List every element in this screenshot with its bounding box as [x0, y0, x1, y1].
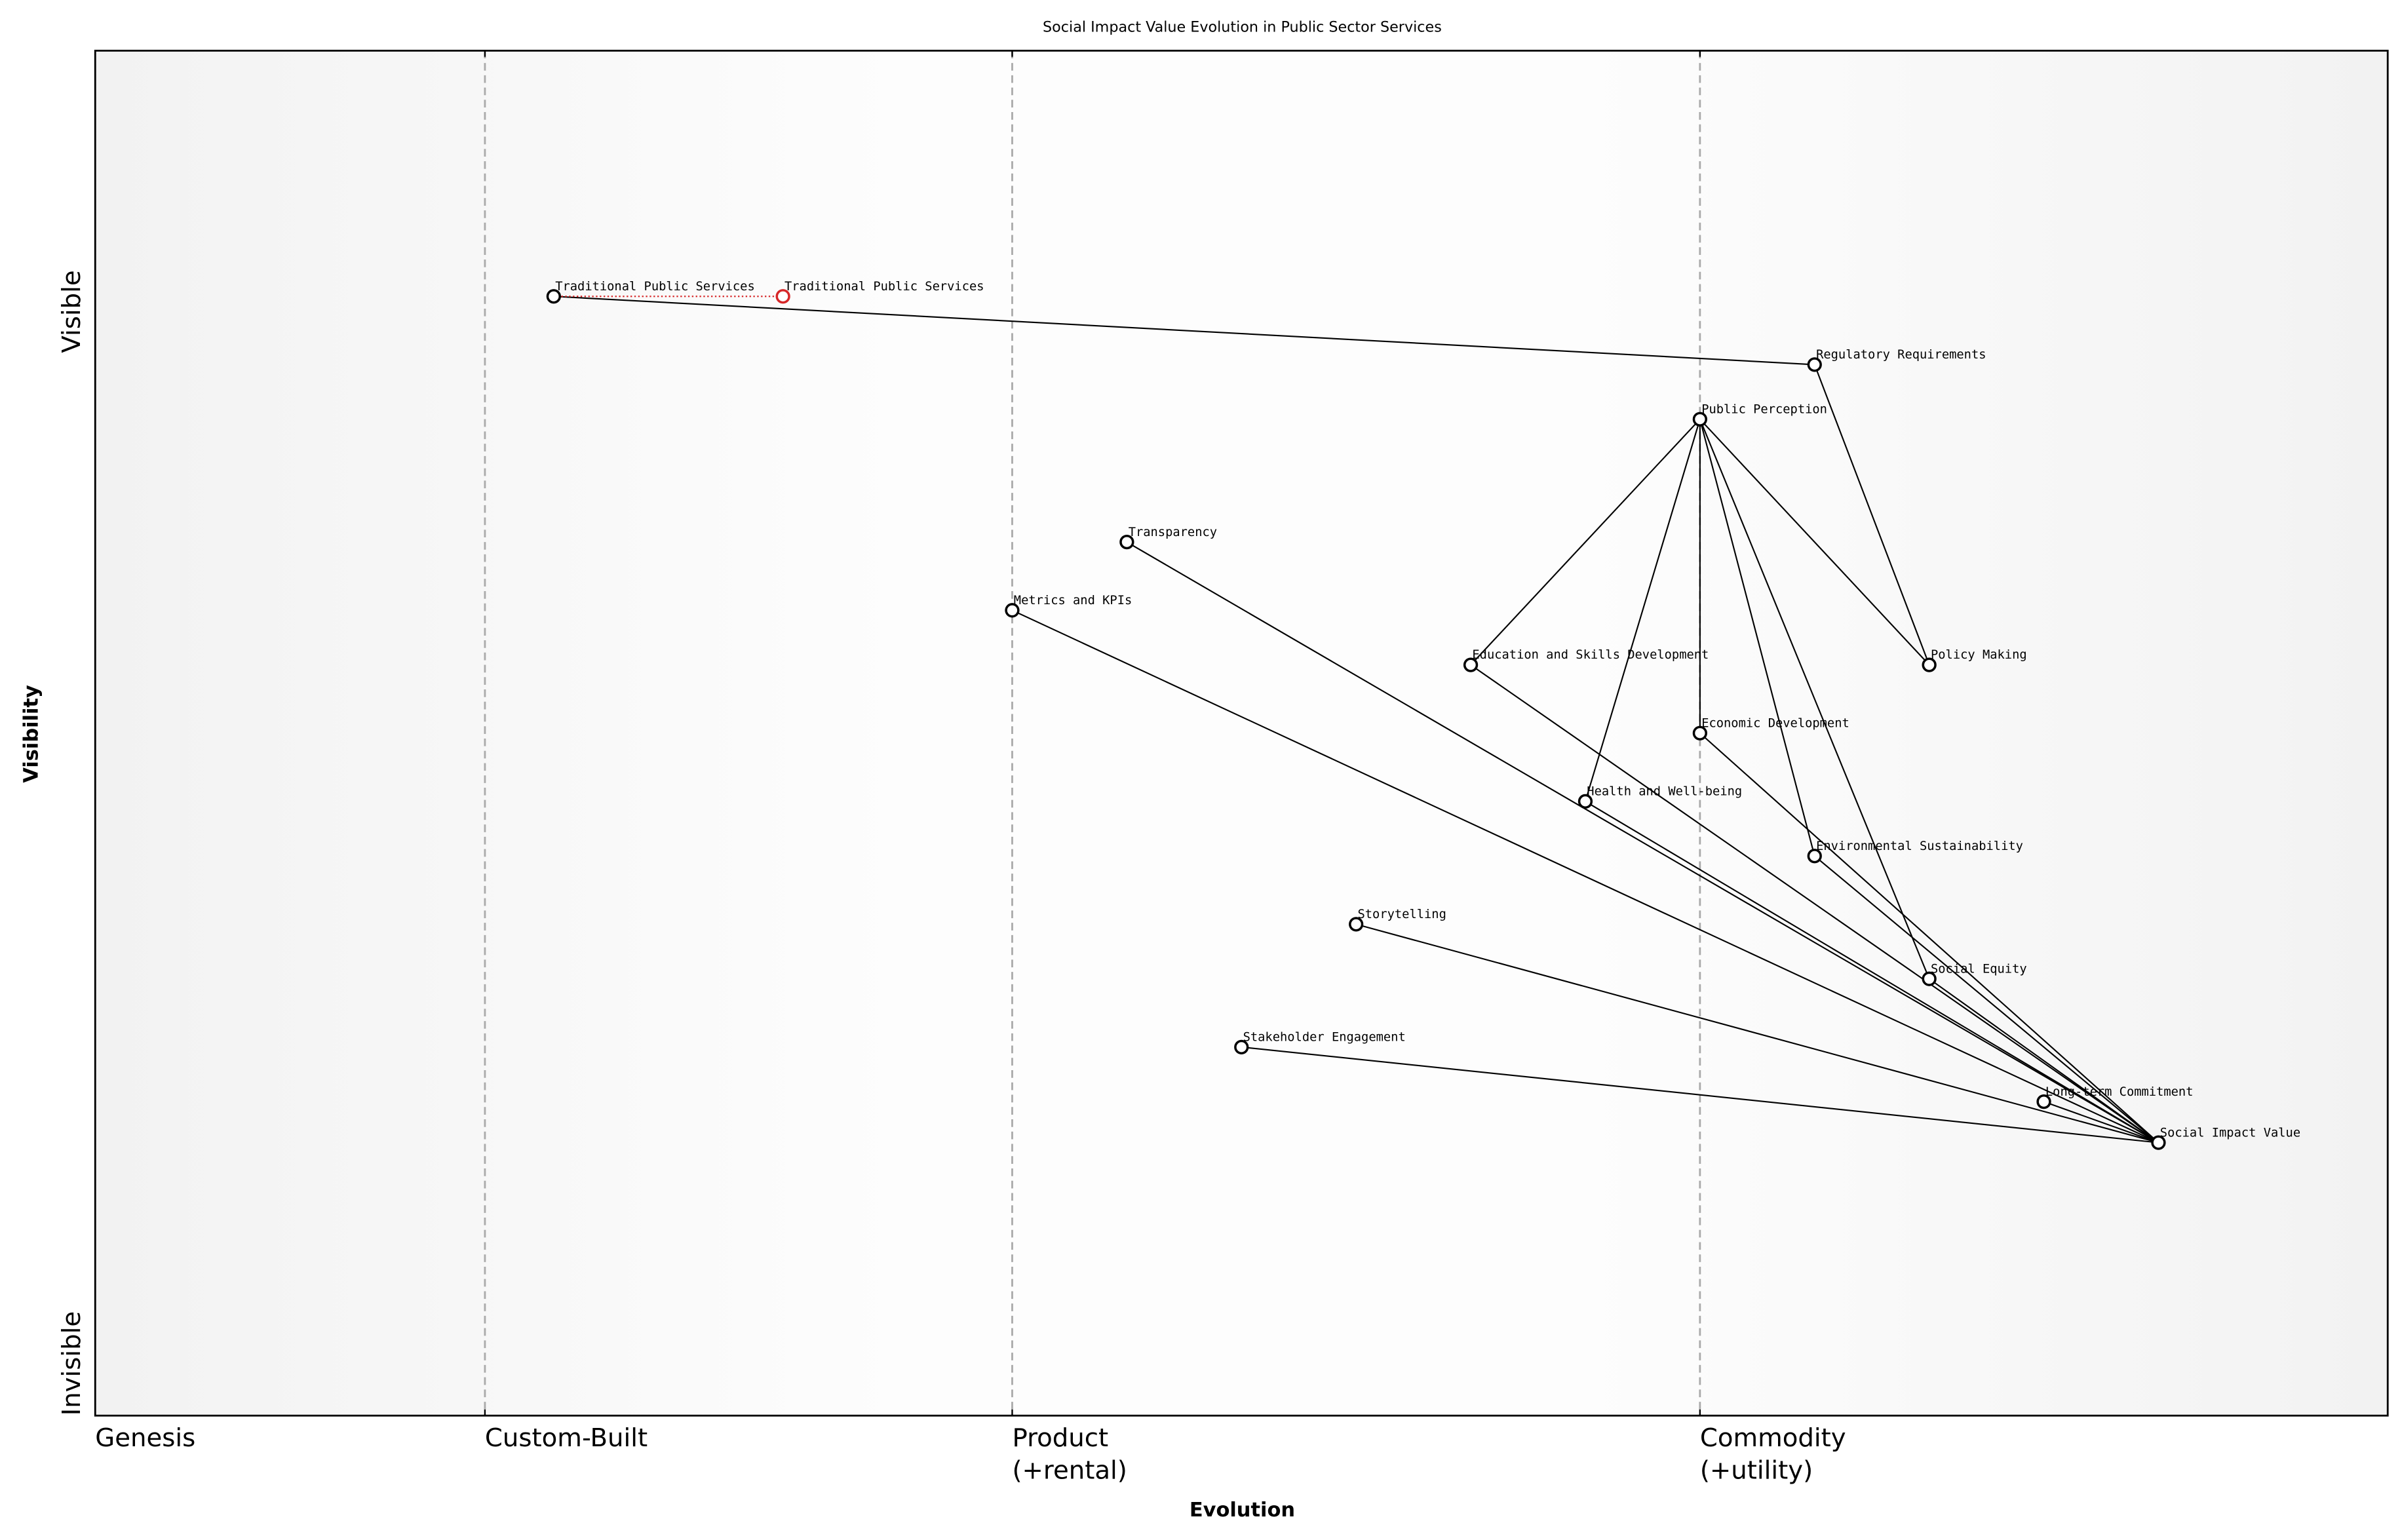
component-label: Environmental Sustainability — [1816, 839, 2023, 853]
component — [1119, 535, 1134, 550]
component-label: Social Equity — [1931, 962, 2027, 976]
link — [1813, 364, 1930, 666]
link — [2043, 1101, 2159, 1144]
link — [1699, 418, 1930, 666]
x-tick-label: Genesis — [95, 1423, 195, 1453]
link — [1699, 732, 2159, 1144]
component-label: Traditional Public Services — [555, 280, 755, 294]
component — [2151, 1135, 2166, 1150]
component — [1922, 657, 1937, 672]
link — [1699, 419, 1930, 980]
component-label: Economic Development — [1701, 716, 1849, 730]
component-label: Public Perception — [1701, 402, 1827, 416]
link — [1470, 418, 1701, 666]
link — [1126, 541, 2159, 1144]
x-tick-label-line: Commodity — [1700, 1423, 1846, 1453]
plot-frame — [94, 49, 2389, 1417]
component — [1234, 1039, 1249, 1054]
component-label: Health and Well-being — [1587, 785, 1742, 799]
y-axis-label: Visibility — [20, 685, 43, 783]
x-tick-label-line: Custom-Built — [485, 1423, 648, 1453]
x-tick-label: Commodity (+utility) — [1700, 1423, 1846, 1485]
link — [1584, 419, 1701, 802]
y-tick-label: Invisible — [57, 1311, 87, 1415]
x-tick-label-line: (+utility) — [1700, 1455, 1813, 1485]
link — [1585, 801, 2159, 1144]
component — [2036, 1094, 2051, 1109]
x-tick-label-line: (+rental) — [1012, 1455, 1127, 1485]
evolved-component — [775, 289, 790, 304]
component — [1349, 917, 1364, 932]
component — [1005, 603, 1020, 618]
component-label: Regulatory Requirements — [1816, 348, 1986, 362]
x-tick-label: Product (+rental) — [1012, 1423, 1127, 1485]
component-label: Storytelling — [1358, 908, 1446, 921]
component-label: Stakeholder Engagement — [1243, 1030, 1406, 1044]
link — [1929, 978, 2159, 1144]
x-tick-label-line: Genesis — [95, 1423, 195, 1453]
link — [1699, 419, 1815, 857]
component-label: Metrics and KPIs — [1014, 594, 1132, 607]
link — [1814, 855, 2159, 1144]
link — [1355, 923, 2159, 1144]
x-axis-label: Evolution — [1190, 1499, 1295, 1522]
x-tick-label: Custom-Built — [485, 1423, 648, 1453]
plot-background — [95, 50, 2388, 1416]
chart-title: Social Impact Value Evolution in Public … — [1043, 19, 1442, 36]
component — [1463, 657, 1479, 672]
x-tick-label-line: Product — [1012, 1423, 1108, 1453]
component-label: Policy Making — [1931, 648, 2027, 662]
link — [1241, 1046, 2159, 1144]
link — [1012, 609, 2159, 1144]
component-label: Transparency — [1129, 526, 1217, 539]
component-label: Education and Skills Development — [1472, 648, 1709, 662]
link — [553, 296, 1815, 366]
component-label: Long-term Commitment — [2045, 1085, 2194, 1099]
component — [546, 289, 561, 304]
component — [1692, 412, 1707, 427]
component — [1577, 794, 1593, 809]
component-label: Social Impact Value — [2160, 1126, 2300, 1140]
component — [1807, 849, 1822, 864]
y-tick-label: Visible — [57, 270, 87, 353]
link — [1470, 664, 2159, 1144]
component — [1807, 357, 1822, 372]
component — [1922, 971, 1937, 986]
component — [1692, 725, 1707, 741]
evolved-label: Traditional Public Services — [784, 280, 984, 294]
